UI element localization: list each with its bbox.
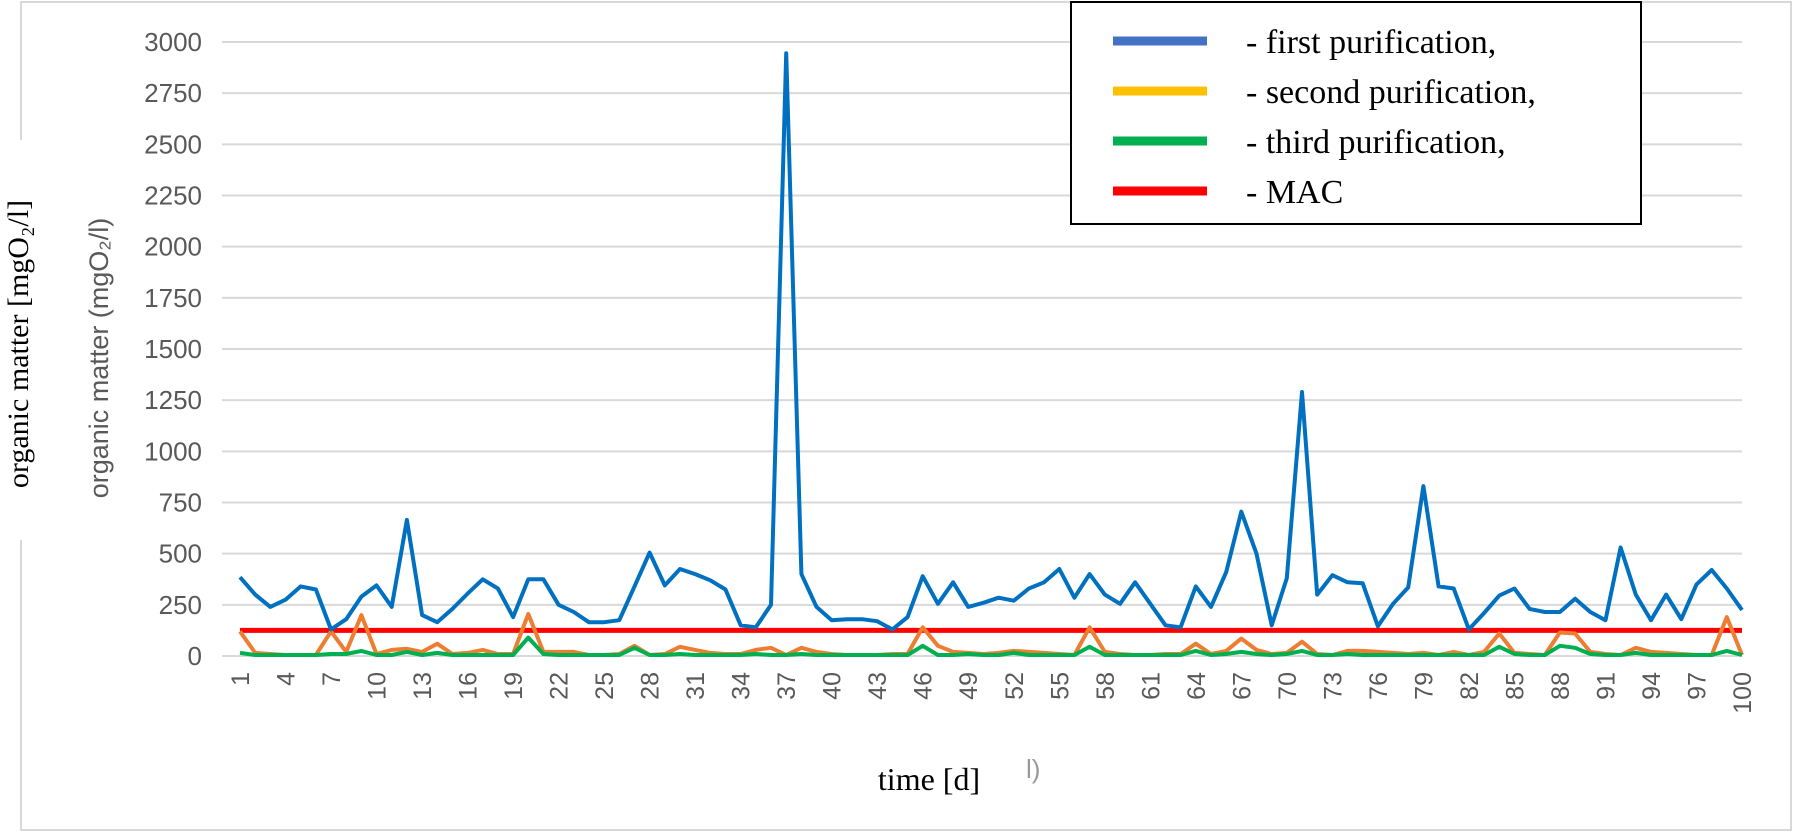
x-tick-label: 37 [773,672,801,700]
x-tick-label: 28 [637,672,665,700]
x-tick-label: 49 [955,672,983,700]
y-tick-label: 2750 [144,78,202,108]
legend-label: - first purification, [1246,24,1496,61]
y-tick-label: 2500 [144,129,202,159]
y-tick-label: 1250 [144,385,202,415]
x-tick-label: 79 [1410,672,1438,700]
x-tick-label: 22 [546,672,574,700]
x-tick-label: 55 [1046,672,1074,700]
x-tick-label: 52 [1001,672,1029,700]
x-tick-label: 25 [591,672,619,700]
x-tick-label: 88 [1547,672,1575,700]
x-tick-label: 85 [1501,672,1529,700]
x-tick-label: 64 [1183,672,1211,700]
x-tick-label: 58 [1092,672,1120,700]
y-tick-label: 1500 [144,334,202,364]
y-tick-label: 2000 [144,232,202,262]
x-tick-label: 10 [364,672,392,700]
x-tick-label: 40 [819,672,847,700]
y-tick-label: 3000 [144,27,202,57]
x-tick-label: 1 [227,672,255,686]
legend-label: - MAC [1246,174,1343,211]
y-tick-label: 250 [159,590,202,620]
y-tick-label: 500 [159,539,202,569]
y-axis-title-outer: organic matter [mgO₂/l] [2,200,35,488]
x-tick-label: 31 [682,672,710,700]
legend: - first purification, - second purificati… [1070,1,1642,225]
series-lines [238,51,1744,657]
x-tick-label: 16 [455,672,483,700]
x-tick-label: 76 [1365,672,1393,700]
x-tick-labels: 1 4 7 10 13 16 19 22 25 28 31 34 37 40 43 46 49 52 55 58 61 6… [227,672,1757,714]
y-tick-label: 2250 [144,181,202,211]
x-tick-label: 19 [500,672,528,700]
y-tick-labels: 0 250 500 750 1000 1250 1500 1750 2000 2250 2500 27… [144,27,202,671]
legend-label: - second purification, [1246,74,1536,111]
y-tick-label: 1750 [144,283,202,313]
legend-label: - third purification, [1246,124,1506,161]
x-tick-label: 34 [728,672,756,700]
x-tick-label: 7 [318,672,346,686]
x-tick-label: 73 [1319,672,1347,700]
y-tick-label: 0 [188,641,202,671]
x-tick-label: 91 [1592,672,1620,700]
x-tick-label: 43 [864,672,892,700]
x-tick-label: 82 [1456,672,1484,700]
x-tick-label: 70 [1274,672,1302,700]
x-tick-label: 4 [273,672,301,686]
x-axis-title: time [d] [878,761,980,797]
x-tick-label: 100 [1729,672,1757,714]
series-line-1 [238,51,1744,632]
y-tick-label: 1000 [144,436,202,466]
x-tick-label: 13 [409,672,437,700]
y-axis-title-inner: organic matter (mgO₂/l) [84,218,114,499]
x-tick-label: 61 [1137,672,1165,700]
gridlines [222,41,1742,657]
outer-label-backdrop [0,140,40,540]
x-tick-label: 94 [1638,672,1666,700]
x-tick-label: 67 [1228,672,1256,700]
y-tick-label: 750 [159,488,202,518]
x-tick-label: 46 [910,672,938,700]
stray-label: l) [1026,754,1040,784]
x-tick-label: 97 [1683,672,1711,700]
series-line-3 [239,635,1743,657]
